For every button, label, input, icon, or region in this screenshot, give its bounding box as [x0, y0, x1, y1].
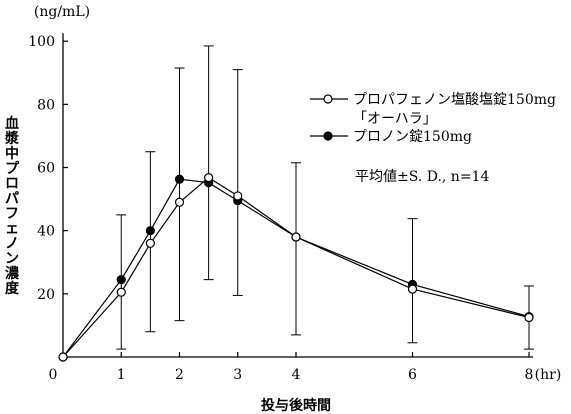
y-axis-label-char: パ: [5, 191, 19, 207]
y-axis-label-char: 度: [5, 280, 20, 297]
y-axis-label-char: ロ: [5, 176, 19, 192]
x-tick-label: 8: [525, 367, 534, 383]
y-axis-label-char: 濃: [5, 265, 20, 282]
legend-marker-open: [323, 94, 333, 104]
legend-marker-filled: [323, 131, 333, 141]
y-axis-label-char: 漿: [4, 130, 20, 147]
legend-label-1-line1: プロパフェノン塩酸塩錠150mg: [353, 92, 556, 108]
point-open: [58, 352, 68, 362]
x-tick-label: 6: [408, 367, 417, 383]
point-filled: [174, 174, 185, 184]
point-filled: [145, 226, 155, 236]
point-filled: [116, 275, 126, 285]
y-tick-label: 60: [37, 161, 55, 177]
x-unit-label: (hr): [535, 367, 562, 383]
x-axis-label: 投与後時間: [261, 397, 331, 414]
legend: プロパフェノン塩酸塩錠150mg 「オーハラ」 プロノン錠150mg: [310, 92, 556, 145]
legend-label-2: プロノン錠150mg: [353, 129, 472, 145]
point-open: [174, 197, 185, 207]
y-tick-label: 100: [28, 34, 55, 50]
data-points: [58, 173, 534, 362]
point-open: [145, 238, 155, 248]
y-axis-label-char: フ: [5, 206, 19, 222]
stats-annotation: 平均値±S. D., n=14: [355, 169, 489, 185]
y-tick-label: 80: [37, 97, 55, 113]
point-open: [233, 191, 243, 201]
point-open: [291, 232, 301, 242]
x-tick-label: 2: [175, 367, 184, 383]
y-axis-label-char: プ: [5, 161, 20, 177]
x-tick-label: 1: [117, 367, 126, 383]
legend-label-1-line2: 「オーハラ」: [353, 111, 437, 127]
x-tick-label: 4: [292, 367, 301, 383]
y-axis-label-char: 中: [5, 145, 19, 162]
y-axis-label-char: ノ: [5, 236, 19, 252]
x-tick-label: 3: [233, 367, 242, 383]
point-open: [407, 284, 418, 294]
axes: [62, 33, 533, 358]
x-tick-label: 0: [49, 367, 58, 383]
y-axis-label-char: ェ: [5, 221, 19, 237]
y-axis-label-char: 血: [5, 115, 19, 132]
tick-labels: 0 1 2 3 4 6 8 20 40 60 80 100: [28, 34, 533, 383]
y-axis-label-char: ン: [5, 251, 19, 267]
point-open: [204, 173, 214, 183]
y-tick-label: 20: [37, 287, 55, 303]
point-open: [116, 287, 126, 297]
y-unit-label: (ng/mL): [34, 4, 90, 20]
point-open: [524, 312, 534, 323]
y-tick-label: 40: [37, 224, 55, 240]
